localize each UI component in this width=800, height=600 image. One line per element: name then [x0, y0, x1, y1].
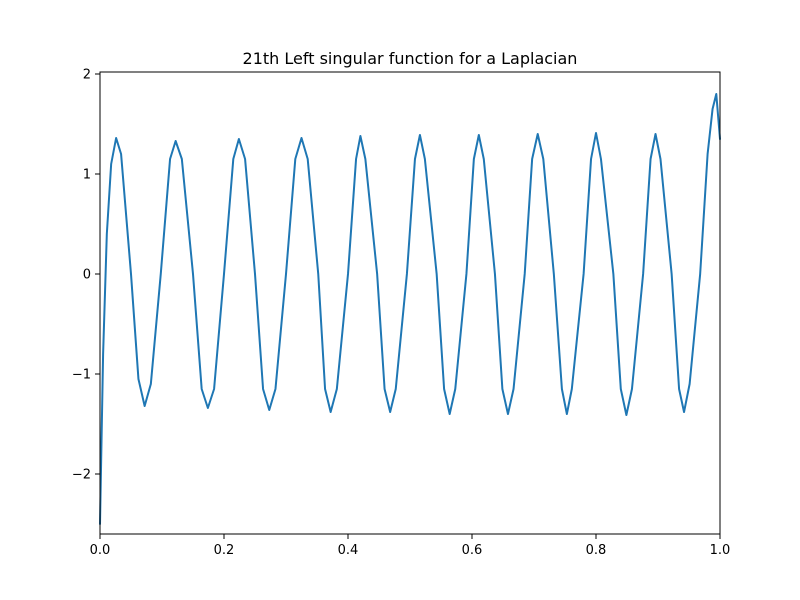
x-tick-label: 1.0: [710, 543, 731, 558]
plot-frame: [99, 71, 721, 535]
series-line: [99, 93, 721, 525]
y-tick-label: 1: [83, 168, 91, 183]
series-layer: [99, 93, 721, 525]
y-tick-label: 0: [83, 268, 91, 283]
x-axis: 0.0 0.2 0.4 0.6 0.8 1.0: [90, 534, 731, 558]
x-tick-label: 0.0: [90, 543, 111, 558]
chart-title: 21th Left singular function for a Laplac…: [243, 49, 578, 68]
plot-area: [100, 72, 720, 534]
x-tick-label: 0.6: [462, 543, 483, 558]
y-tick-label: −2: [72, 468, 91, 483]
x-tick-label: 0.4: [338, 543, 359, 558]
x-tick-label: 0.8: [586, 543, 607, 558]
y-tick-label: 2: [83, 68, 91, 83]
y-tick-label: −1: [72, 368, 91, 383]
y-axis: −2 −1 0 1 2: [72, 68, 100, 483]
x-tick-label: 0.2: [214, 543, 235, 558]
